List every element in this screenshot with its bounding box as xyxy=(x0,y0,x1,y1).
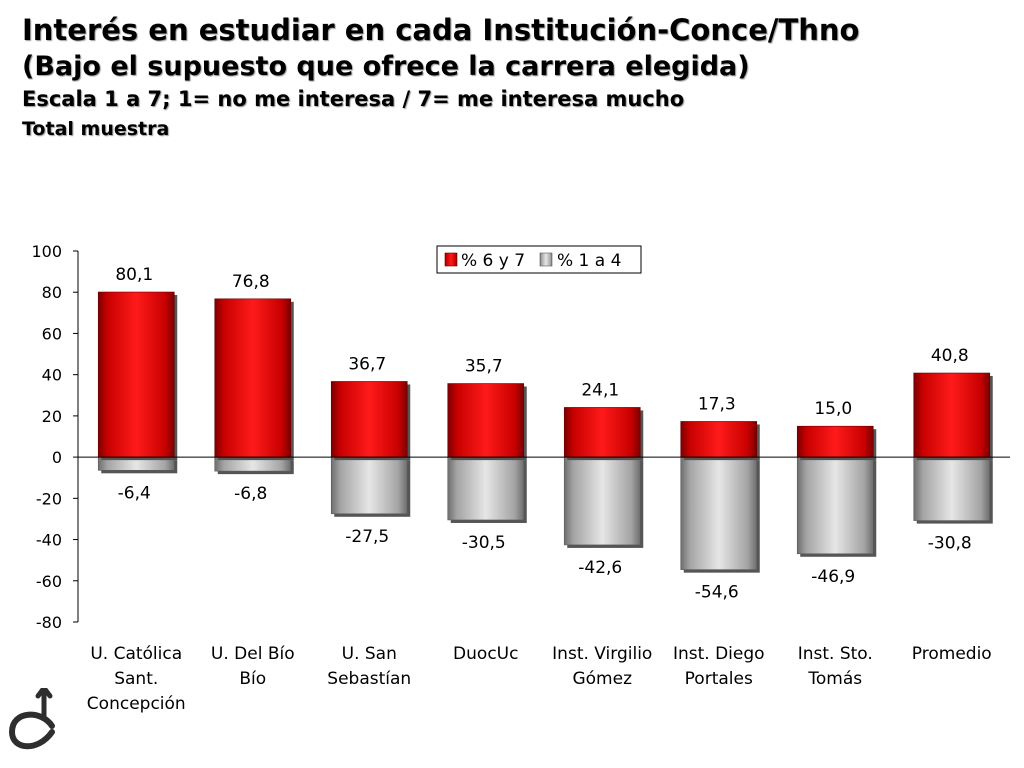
data-label-pct-6-y-7: 35,7 xyxy=(465,357,503,377)
data-label-pct-6-y-7: 40,8 xyxy=(931,346,969,366)
y-tick-label: -40 xyxy=(36,531,62,550)
data-label-pct-1-a-4: -30,5 xyxy=(462,533,506,553)
data-label-pct-1-a-4: -46,9 xyxy=(811,567,855,587)
data-label-pct-1-a-4: -30,8 xyxy=(928,534,972,554)
bar-pct-6-y-7 xyxy=(796,425,874,458)
data-label-pct-6-y-7: 80,1 xyxy=(115,265,153,285)
bar-pct-1-a-4 xyxy=(330,456,408,515)
x-category-label: Bío xyxy=(239,669,266,689)
x-category-label: Portales xyxy=(685,669,753,689)
scale-note: Escala 1 a 7; 1= no me interesa / 7= me … xyxy=(22,87,685,111)
y-tick-label: 20 xyxy=(42,407,62,426)
data-label-pct-6-y-7: 24,1 xyxy=(581,380,619,400)
x-category-label: Gómez xyxy=(572,669,632,689)
bar-pct-6-y-7 xyxy=(447,383,525,458)
y-tick-label: 60 xyxy=(42,324,62,343)
y-tick-label: -60 xyxy=(36,572,62,591)
x-category-label: U. Del Bío xyxy=(211,644,295,664)
x-category-label: U. Católica xyxy=(90,644,182,664)
y-tick-label: -80 xyxy=(36,613,62,632)
bar-pct-6-y-7 xyxy=(680,421,758,458)
chart-subtitle: (Bajo el supuesto que ofrece la carrera … xyxy=(22,51,750,82)
bar-pct-6-y-7 xyxy=(214,298,292,458)
x-category-label: Concepción xyxy=(87,694,186,714)
x-category-label: Inst. Sto. xyxy=(798,644,873,664)
y-tick-label: 0 xyxy=(52,448,62,467)
data-label-pct-1-a-4: -27,5 xyxy=(345,527,389,547)
data-label-pct-6-y-7: 17,3 xyxy=(698,394,736,414)
y-tick-label: -20 xyxy=(36,489,62,508)
y-tick-label: 80 xyxy=(42,283,62,302)
data-label-pct-6-y-7: 76,8 xyxy=(232,272,270,292)
data-label-pct-1-a-4: -6,4 xyxy=(118,483,151,503)
x-category-label: DuocUc xyxy=(453,644,518,664)
data-label-pct-1-a-4: -54,6 xyxy=(695,583,739,603)
brand-logo xyxy=(8,688,55,750)
sample-note: Total muestra xyxy=(22,118,170,140)
y-tick-label: 100 xyxy=(31,242,62,261)
bar-pct-1-a-4 xyxy=(796,456,874,555)
data-label-pct-1-a-4: -6,8 xyxy=(234,484,267,504)
x-category-label: Sant. xyxy=(114,669,158,689)
x-category-label: Tomás xyxy=(807,669,862,689)
legend-label-pct-6-y-7: % 6 y 7 xyxy=(461,251,525,271)
chart-title: Interés en estudiar en cada Institución-… xyxy=(22,13,860,47)
legend-swatch-pct-1-a-4 xyxy=(539,252,553,267)
legend-swatch-pct-6-y-7 xyxy=(444,252,458,267)
data-label-pct-1-a-4: -42,6 xyxy=(578,558,622,578)
bar-pct-1-a-4 xyxy=(913,456,991,521)
chart-titles: Interés en estudiar en cada Institución-… xyxy=(22,10,859,144)
legend-label-pct-1-a-4: % 1 a 4 xyxy=(557,251,621,271)
x-category-label: Promedio xyxy=(912,644,992,664)
bar-pct-6-y-7 xyxy=(330,381,408,458)
x-category-label: U. San xyxy=(342,644,397,664)
data-label-pct-6-y-7: 15,0 xyxy=(814,399,852,419)
bar-pct-6-y-7 xyxy=(97,291,175,458)
bar-pct-6-y-7 xyxy=(563,407,641,458)
x-category-label: Sebastían xyxy=(327,669,411,689)
bar-pct-1-a-4 xyxy=(680,456,758,570)
bar-pct-6-y-7 xyxy=(913,372,991,458)
x-category-label: Inst. Virgilio xyxy=(552,644,652,664)
data-label-pct-6-y-7: 36,7 xyxy=(348,354,386,374)
y-tick-label: 40 xyxy=(42,366,62,385)
bar-pct-1-a-4 xyxy=(447,456,525,521)
x-category-label: Inst. Diego xyxy=(673,644,765,664)
legend-box xyxy=(436,245,642,274)
bar-pct-1-a-4 xyxy=(563,456,641,546)
